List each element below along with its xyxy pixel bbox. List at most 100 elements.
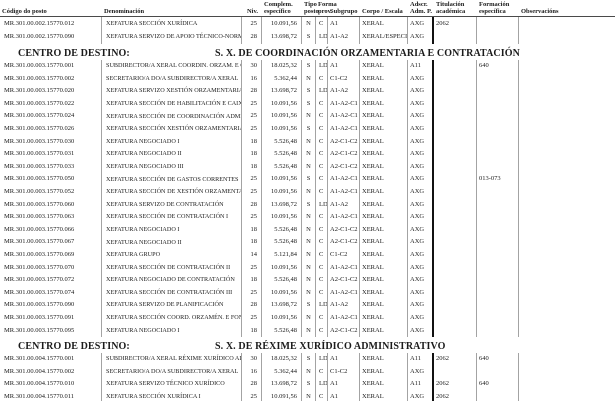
cell-niv: 25 xyxy=(242,97,262,111)
cell-subgrupo: A2-C1-C2 xyxy=(328,148,360,161)
cell-corpo: XERAL/ESPECIAL xyxy=(360,30,408,44)
cell-formacion xyxy=(477,30,519,44)
cell-tipo: N xyxy=(302,248,316,262)
cell-denominacion: XEFATURA NEGOCIADO I xyxy=(102,135,242,149)
cell-subgrupo: A1-A2-C1 xyxy=(328,122,360,136)
cell-complem: 13.698,72 xyxy=(262,378,302,391)
cell-observacions xyxy=(519,211,615,224)
cell-denominacion: XEFATURA SERVIZO DE PLANIFICACIÓN xyxy=(102,299,242,312)
cell-observacions xyxy=(519,299,615,312)
cell-niv: 28 xyxy=(242,85,262,98)
cell-formacion xyxy=(477,85,519,98)
cell-niv: 25 xyxy=(242,211,262,224)
cell-corpo: XERAL xyxy=(360,135,408,149)
cell-complem: 10.091,56 xyxy=(262,173,302,186)
cell-niv: 28 xyxy=(242,198,262,212)
cell-subgrupo: A2-C1-C2 xyxy=(328,324,360,338)
cell-corpo: XERAL xyxy=(360,274,408,287)
cell-codigo: MR.301.00.003.15770.063 xyxy=(0,211,102,224)
header-adscr-line1: Adscr. xyxy=(410,1,428,8)
cell-niv: 25 xyxy=(242,122,262,136)
cell-formacion xyxy=(477,311,519,325)
centro-destino-name: S. X. DE RÉXIME XURÍDICO ADMINISTRATIVO xyxy=(215,341,446,353)
cell-formacion xyxy=(477,72,519,86)
cell-titulacion xyxy=(434,311,477,325)
cell-corpo: XERAL xyxy=(360,122,408,136)
cell-tipo: S xyxy=(302,97,316,111)
cell-formacion: 640 xyxy=(477,378,519,391)
cell-denominacion: XEFATURA SECCIÓN XURÍDICA xyxy=(102,17,242,31)
cell-observacions xyxy=(519,236,615,249)
table-row: MR.301.00.003.15770.033 XEFATURA NEGOCIAD… xyxy=(0,160,615,174)
cell-observacions xyxy=(519,366,615,379)
cell-subgrupo: A2-C1-C2 xyxy=(328,135,360,149)
cell-subgrupo: A2-C1-C2 xyxy=(328,160,360,174)
cell-corpo: XERAL xyxy=(360,17,408,31)
cell-observacions xyxy=(519,73,615,86)
cell-adscr: AXG xyxy=(408,185,434,199)
cell-codigo: MR.301.00.004.15770.010 xyxy=(0,378,102,391)
cell-corpo: XERAL xyxy=(360,378,408,391)
cell-formacion xyxy=(477,17,519,31)
header-codigo-label: Código do posto xyxy=(2,8,47,15)
cell-titulacion xyxy=(434,122,477,136)
cell-corpo: XERAL xyxy=(360,160,408,174)
cell-complem: 10.091,56 xyxy=(262,390,302,401)
cell-corpo: XERAL xyxy=(360,324,408,338)
table-row: MR.301.00.003.15770.070 XEFATURA SECCIÓN … xyxy=(0,261,615,275)
table-row: MR.301.00.004.15770.001 SUBDIRECTOR/A XER… xyxy=(0,353,615,366)
table-row: MR.301.00.004.15770.010 XEFATURA SERVIZO … xyxy=(0,378,615,391)
cell-corpo: XERAL xyxy=(360,223,408,237)
cell-niv: 25 xyxy=(242,261,262,275)
cell-forma: C xyxy=(316,324,328,338)
cell-complem: 13.698,72 xyxy=(262,85,302,98)
cell-complem: 5.526,48 xyxy=(262,236,302,249)
cell-adscr: AXG xyxy=(408,17,434,31)
cell-adscr: AXG xyxy=(408,30,434,44)
cell-adscr: A11 xyxy=(408,60,434,73)
cell-niv: 18 xyxy=(242,236,262,249)
table-row: MR.301.00.003.15770.091 XEFATURA SECCIÓN … xyxy=(0,311,615,325)
cell-observacions xyxy=(519,173,615,186)
header-formacion-line2: específica xyxy=(479,8,506,15)
cell-forma: LD xyxy=(316,299,328,312)
cell-subgrupo: C1-C2 xyxy=(328,365,360,379)
cell-corpo: XERAL xyxy=(360,173,408,186)
cell-tipo: N xyxy=(302,17,316,31)
cell-subgrupo: A1-A2-C1 xyxy=(328,261,360,275)
cell-subgrupo: A1-A2-C1 xyxy=(328,97,360,111)
cell-observacions xyxy=(519,85,615,98)
header-adscr-line2: Adm. P. xyxy=(410,8,432,15)
table-row: MR.301.00.003.15770.020 XEFATURA SERVIZO … xyxy=(0,85,615,98)
cell-codigo: MR.301.00.003.15770.020 xyxy=(0,85,102,98)
table-row: MR.301.00.002.15770.090 XEFATURA SERVIZO … xyxy=(0,30,615,44)
table-row: MR.301.00.003.15770.090 XEFATURA SERVIZO … xyxy=(0,299,615,312)
cell-tipo: S xyxy=(302,122,316,136)
table-section: CENTRO DE DESTINO: S. X. DE RÉXIME XURÍDI… xyxy=(0,340,615,401)
cell-formacion xyxy=(477,135,519,149)
cell-denominacion: XEFATURA SERVIZO XESTIÓN ORZAMENTARIA xyxy=(102,85,242,98)
cell-forma: C xyxy=(316,286,328,300)
cell-subgrupo: C1-C2 xyxy=(328,248,360,262)
cell-subgrupo: A1-A2 xyxy=(328,198,360,212)
cell-titulacion xyxy=(434,198,477,212)
table-row: MR.301.00.003.15770.095 XEFATURA NEGOCIAD… xyxy=(0,324,615,338)
cell-forma: C xyxy=(316,173,328,186)
header-formacion: Formación específica xyxy=(477,0,519,16)
cell-denominacion: XEFATURA SECCIÓN DE HABILITACIÓN E CAIXA xyxy=(102,97,242,111)
cell-tipo: N xyxy=(302,261,316,275)
cell-corpo: XERAL xyxy=(360,353,408,366)
header-complem: Complem. específico xyxy=(262,0,302,16)
header-titulacion-line2: académica xyxy=(436,8,466,15)
table-row: MR.301.00.003.15770.074 XEFATURA SECCIÓN … xyxy=(0,286,615,300)
cell-complem: 10.091,56 xyxy=(262,185,302,199)
cell-observacions xyxy=(519,98,615,111)
cell-forma: C xyxy=(316,135,328,149)
cell-observacions xyxy=(519,136,615,149)
cell-subgrupo: A1 xyxy=(328,17,360,31)
cell-tipo: N xyxy=(302,365,316,379)
table-row: MR.301.00.003.15770.026 XEFATURA SECCIÓN … xyxy=(0,122,615,136)
header-corpo: Corpo / Escala xyxy=(360,0,408,16)
cell-formacion xyxy=(477,160,519,174)
